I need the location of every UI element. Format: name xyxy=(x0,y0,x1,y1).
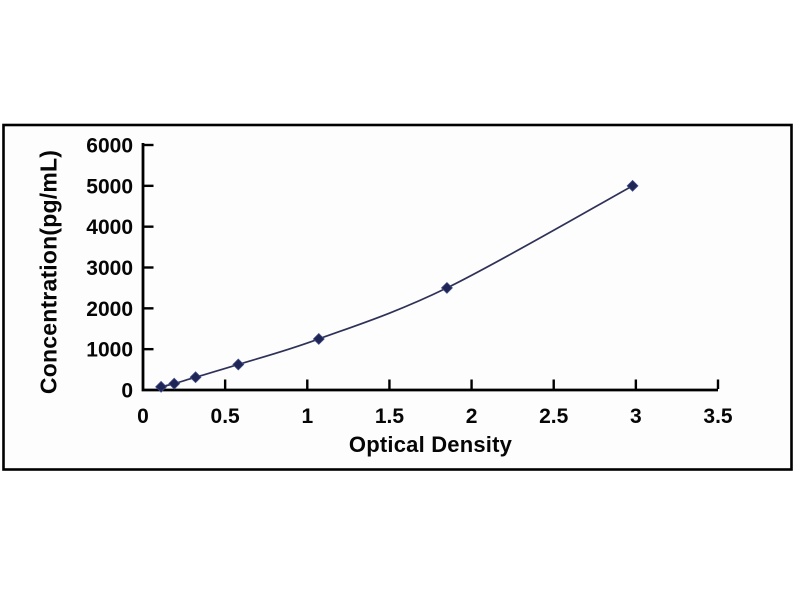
y-tick-label: 5000 xyxy=(86,175,133,198)
x-axis-title: Optical Density xyxy=(348,432,513,457)
data-point-marker xyxy=(626,179,639,192)
y-tick-label: 4000 xyxy=(86,216,133,239)
x-tick-label: 3.5 xyxy=(703,405,733,428)
y-axis-title: Concentration(pg/mL) xyxy=(35,149,62,395)
x-tick-label: 2.5 xyxy=(539,405,569,428)
x-tick-label: 0 xyxy=(137,405,149,428)
x-tick-label: 0.5 xyxy=(211,405,241,428)
data-point-marker xyxy=(440,281,453,294)
x-tick-label: 3 xyxy=(630,405,642,428)
chart-frame-border xyxy=(2,123,793,471)
y-tick-label: 3000 xyxy=(86,257,133,280)
y-tick-label: 0 xyxy=(121,380,133,403)
data-point-marker xyxy=(189,371,202,384)
y-tick-label: 1000 xyxy=(86,339,133,362)
y-tick-label: 6000 xyxy=(86,135,133,158)
y-tick-label: 2000 xyxy=(86,298,133,321)
data-point-marker xyxy=(312,332,325,345)
data-point-marker xyxy=(232,358,245,371)
x-tick-label: 1 xyxy=(301,405,313,428)
axes-lines xyxy=(141,143,718,392)
data-point-marker xyxy=(168,377,181,390)
x-tick-label: 2 xyxy=(466,405,478,428)
x-tick-label: 1.5 xyxy=(375,405,405,428)
data-point-marker xyxy=(155,380,168,393)
